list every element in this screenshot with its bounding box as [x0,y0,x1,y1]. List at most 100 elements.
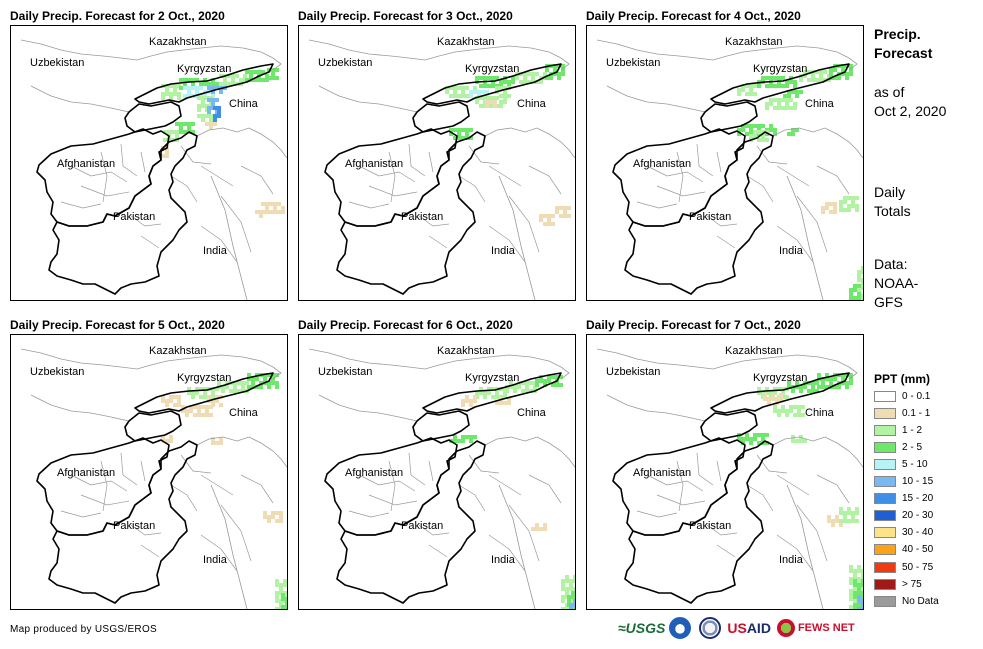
map-label-uzbekistan: Uzbekistan [318,57,372,69]
legend-item: 2 - 5 [874,440,922,454]
legend-item: No Data [874,594,939,608]
map-label-pakistan: Pakistan [401,211,443,223]
legend-swatch [874,390,896,402]
forecast-map: Kazakhstan Uzbekistan Kyrgyzstan China Afgha… [586,25,864,301]
panel-title-5: Daily Precip. Forecast for 6 Oct., 2020 [298,318,513,332]
map-label-afghanistan: Afghanistan [345,467,403,479]
usaid-logo-aid: AID [746,620,771,636]
map-label-china: China [517,407,547,419]
totals-line2: Totals [874,203,911,219]
panel-title-3: Daily Precip. Forecast for 4 Oct., 2020 [586,9,801,23]
forecast-map: Kazakhstan Uzbekistan Kyrgyzstan China Afgha… [10,334,288,610]
legend-swatch [874,493,896,505]
legend-item: > 75 [874,577,922,591]
map-label-afghanistan: Afghanistan [345,158,403,170]
map-label-kyrgyzstan: Kyrgyzstan [753,63,807,75]
side-title-line2: Forecast [874,45,933,61]
map-label-afghanistan: Afghanistan [633,158,691,170]
noaa-logo [669,617,692,639]
map-label-india: India [203,554,228,566]
usgs-logo-text: ≈USGS [618,620,666,636]
fewsnet-logo: FEWS NET [776,619,855,637]
daily-totals: Daily Totals [874,183,911,221]
map-label-pakistan: Pakistan [689,520,731,532]
map-label-pakistan: Pakistan [401,520,443,532]
legend-swatch [874,441,896,453]
map-label-kazakhstan: Kazakhstan [149,36,206,48]
legend-swatch [874,407,896,419]
seal-logo [699,617,722,639]
map-label-kazakhstan: Kazakhstan [149,345,206,357]
panel-title-1: Daily Precip. Forecast for 2 Oct., 2020 [10,9,225,23]
map-label-uzbekistan: Uzbekistan [606,366,660,378]
legend-item: 40 - 50 [874,543,933,557]
as-of-date: as of Oct 2, 2020 [874,83,946,121]
legend-swatch [874,544,896,556]
as-of-line1: as of [874,84,905,100]
map-label-kazakhstan: Kazakhstan [437,36,494,48]
map-label-uzbekistan: Uzbekistan [318,366,372,378]
map-label-pakistan: Pakistan [113,520,155,532]
map-label-china: China [229,98,259,110]
legend-swatch [874,424,896,436]
legend-label: 2 - 5 [902,441,923,453]
usaid-logo-us: US [727,620,747,636]
credit-text: Map produced by USGS/EROS [10,624,158,635]
legend-label: 15 - 20 [902,493,934,505]
legend-item: 0 - 0.1 [874,389,930,403]
legend-swatch [874,527,896,539]
panel-title-4: Daily Precip. Forecast for 5 Oct., 2020 [10,318,225,332]
totals-line1: Daily [874,184,906,200]
usaid-logo: USAID [727,620,771,636]
map-label-kyrgyzstan: Kyrgyzstan [177,63,231,75]
map-label-china: China [805,407,835,419]
map-label-india: India [203,245,228,257]
map-label-kazakhstan: Kazakhstan [725,36,782,48]
legend-label: 0 - 0.1 [902,390,931,402]
forecast-map: Kazakhstan Uzbekistan Kyrgyzstan China Afgha… [298,25,576,301]
legend-label: > 75 [902,578,922,590]
map-label-kyrgyzstan: Kyrgyzstan [465,372,519,384]
data-source: Data: NOAA- GFS [874,255,918,312]
legend-label: 10 - 15 [902,476,934,487]
map-label-uzbekistan: Uzbekistan [30,366,84,378]
legend-label: 1 - 2 [902,424,923,436]
legend-item: 5 - 10 [874,457,928,471]
legend-swatch [874,578,896,590]
legend-item: 15 - 20 [874,492,933,506]
map-label-kyrgyzstan: Kyrgyzstan [753,372,807,384]
legend-swatch [874,510,896,522]
legend-label: 20 - 30 [902,510,934,522]
legend-item: 50 - 75 [874,560,933,574]
legend-label: 40 - 50 [902,544,934,556]
map-label-kyrgyzstan: Kyrgyzstan [465,63,519,75]
fewsnet-logo-text: FEWS NET [797,622,855,634]
legend-label: No Data [902,595,939,607]
legend-label: 5 - 10 [902,458,928,470]
legend-item: 20 - 30 [874,509,933,523]
map-label-india: India [779,554,804,566]
map-label-india: India [491,245,516,257]
map-label-pakistan: Pakistan [689,211,731,223]
map-label-afghanistan: Afghanistan [633,467,691,479]
map-label-uzbekistan: Uzbekistan [606,57,660,69]
logo-strip: ≈USGS USAID FEWS NET [618,617,855,639]
data-line1: Data: [874,256,908,272]
map-label-afghanistan: Afghanistan [57,467,115,479]
map-label-uzbekistan: Uzbekistan [30,57,84,69]
forecast-map: Kazakhstan Uzbekistan Kyrgyzstan China Afgha… [10,25,288,301]
map-label-india: India [779,245,804,257]
fewsnet-logo-emblem [776,619,795,637]
map-label-kazakhstan: Kazakhstan [725,345,782,357]
data-line2: NOAA- [874,275,919,291]
map-label-china: China [517,98,547,110]
forecast-map: Kazakhstan Uzbekistan Kyrgyzstan China Afgha… [586,334,864,610]
usgs-logo: ≈USGS [618,620,665,636]
side-title-line1: Precip. [874,26,921,42]
legend-item: 10 - 15 [874,475,933,489]
forecast-map: Kazakhstan Uzbekistan Kyrgyzstan China Afgha… [298,334,576,610]
legend-swatch [874,458,896,470]
map-label-kyrgyzstan: Kyrgyzstan [177,372,231,384]
panel-title-2: Daily Precip. Forecast for 3 Oct., 2020 [298,9,513,23]
legend-label: 30 - 40 [902,527,934,539]
